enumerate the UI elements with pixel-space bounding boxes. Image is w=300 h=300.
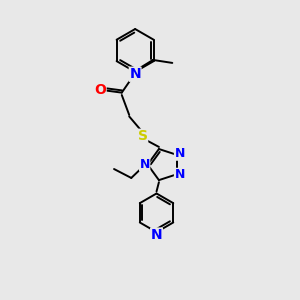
Text: N: N bbox=[129, 67, 141, 81]
Text: S: S bbox=[138, 129, 148, 143]
Text: O: O bbox=[94, 83, 106, 97]
Text: N: N bbox=[174, 168, 185, 181]
Text: N: N bbox=[140, 158, 150, 171]
Text: N: N bbox=[174, 147, 185, 160]
Text: N: N bbox=[151, 228, 162, 242]
